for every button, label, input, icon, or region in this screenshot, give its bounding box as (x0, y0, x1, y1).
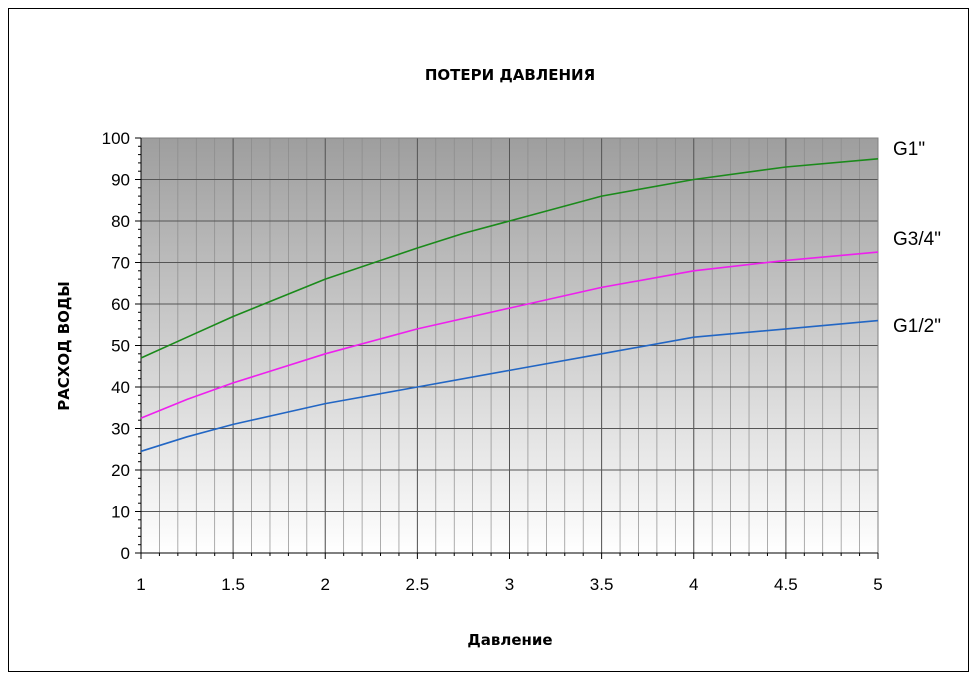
x-tick-label: 2.5 (406, 575, 430, 594)
y-tick-label: 90 (111, 171, 130, 190)
x-tick-label: 2 (321, 575, 330, 594)
x-tick-label: 3 (505, 575, 514, 594)
y-tick-label: 100 (102, 129, 130, 148)
x-tick-label: 4.5 (774, 575, 798, 594)
y-tick-label: 10 (111, 503, 130, 522)
x-tick-label: 3.5 (590, 575, 614, 594)
y-tick-label: 70 (111, 254, 130, 273)
axes (135, 137, 879, 559)
x-axis-title: Давление (467, 631, 552, 649)
y-tick-label: 60 (111, 295, 130, 314)
y-tick-label: 50 (111, 337, 130, 356)
chart-title: ПОТЕРИ ДАВЛЕНИЯ (425, 66, 595, 84)
y-tick-label: 80 (111, 212, 130, 231)
series-layer (140, 158, 879, 453)
x-tick-label: 5 (873, 575, 882, 594)
series-label-1: G3/4" (893, 229, 941, 250)
y-tick-label: 0 (121, 544, 130, 563)
y-tick-label: 40 (111, 378, 130, 397)
y-axis-title: РАСХОД ВОДЫ (55, 281, 73, 411)
x-tick-label: 4 (689, 575, 698, 594)
series-labels: G1" G3/4" G1/2" (893, 139, 941, 337)
series-line-2 (140, 319, 879, 453)
y-tick-label: 30 (111, 420, 130, 439)
series-label-2: G1/2" (893, 316, 941, 337)
x-tick-label: 1 (136, 575, 145, 594)
y-tick-label: 20 (111, 461, 130, 480)
x-tick-label: 1.5 (221, 575, 245, 594)
series-line-0 (140, 158, 879, 359)
series-line-1 (140, 251, 879, 419)
series-label-0: G1" (893, 139, 925, 160)
